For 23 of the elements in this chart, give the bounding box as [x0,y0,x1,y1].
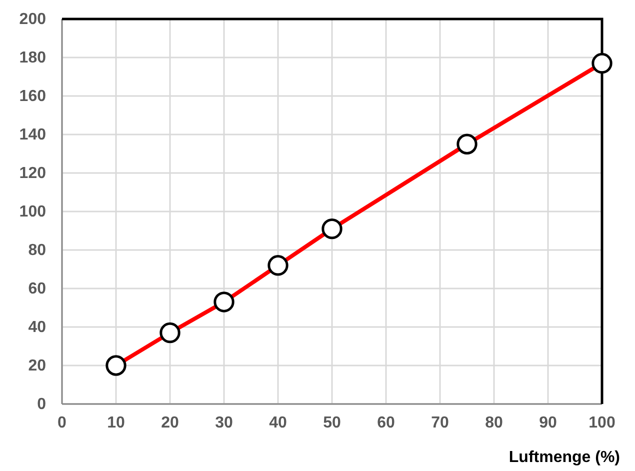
y-tick-label: 160 [19,88,46,106]
x-tick-label: 10 [107,414,125,432]
y-tick-label: 120 [19,165,46,182]
y-tick-label: 80 [28,242,46,260]
y-tick-label: 0 [37,396,46,414]
x-tick-label: 60 [377,414,395,432]
y-tick-label: 40 [28,319,46,336]
x-tick-label: 20 [161,414,179,432]
y-tick-label: 60 [28,280,46,298]
y-tick-label: 20 [28,358,46,375]
x-tick-label: 40 [269,414,287,432]
x-tick-label: 30 [215,414,233,432]
x-tick-label: 80 [485,414,503,432]
x-tick-label: 0 [58,414,67,432]
y-tick-label: 100 [19,204,46,221]
y-tick-label: 140 [19,126,46,144]
y-tick-label: 200 [19,11,46,28]
x-tick-label: 90 [539,414,557,432]
y-tick-label: 180 [19,50,46,67]
x-axis-title: Luftmenge (%) [508,449,620,466]
x-tick-label: 100 [588,414,616,432]
x-tick-label: 70 [431,414,449,432]
x-tick-label: 50 [323,414,341,432]
